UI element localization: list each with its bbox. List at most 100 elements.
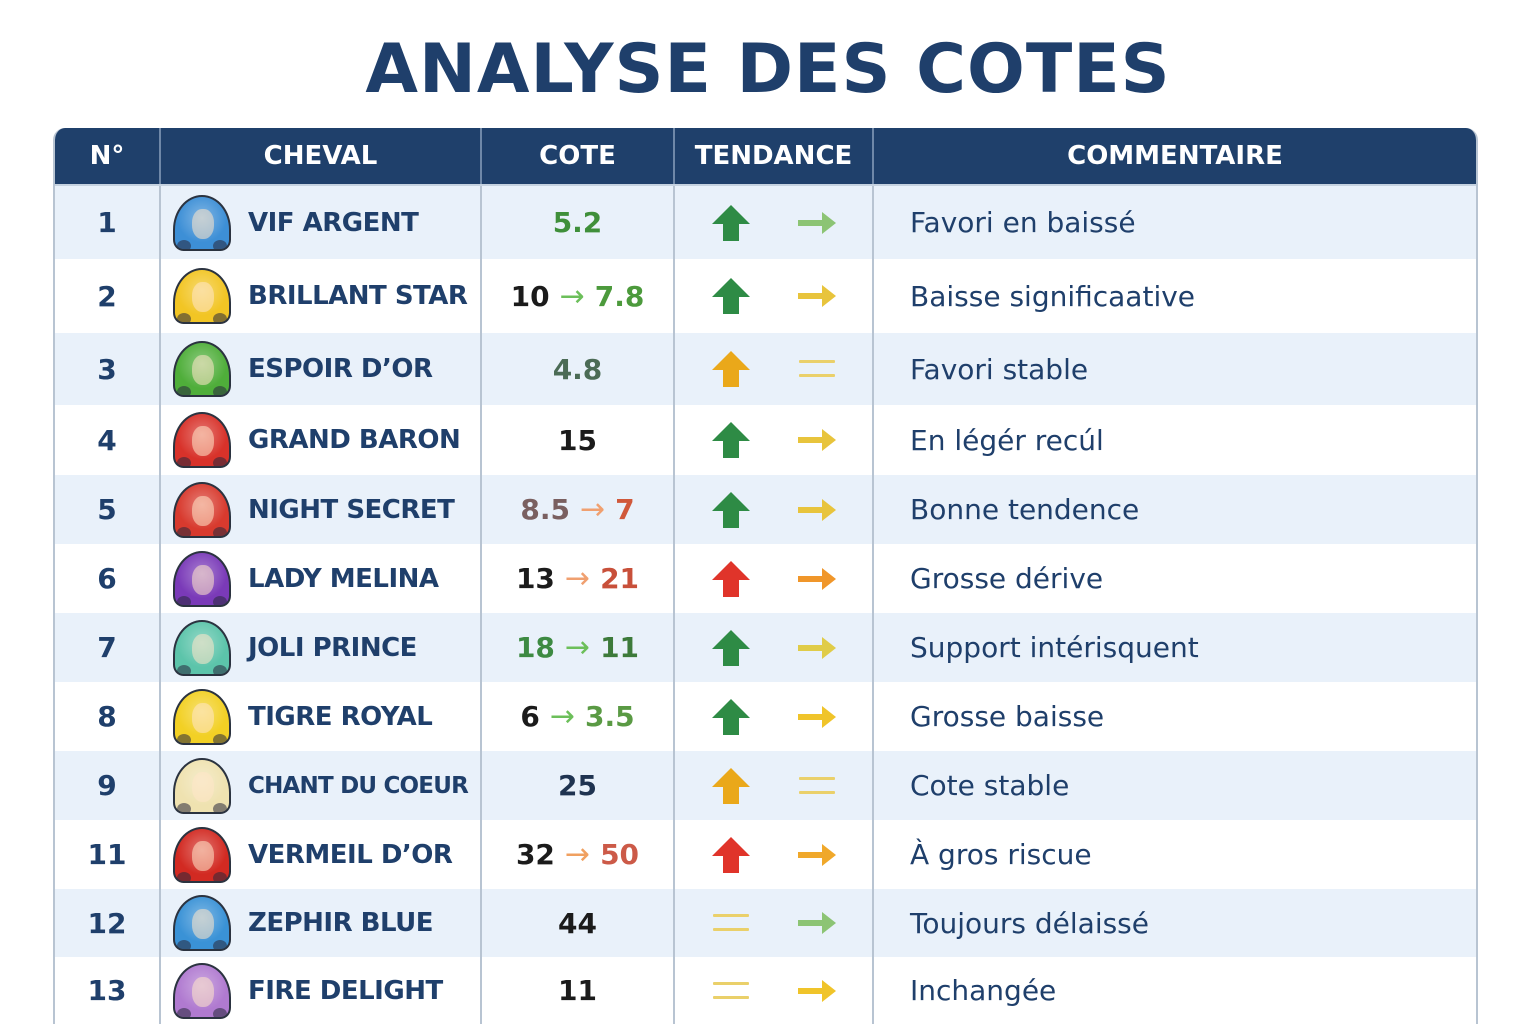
jockey-avatar-icon [173, 481, 231, 538]
horse-name: JOLI PRINCE [248, 632, 417, 663]
horse-number: 1 [55, 186, 161, 259]
column-header-trend[interactable]: TENDANCE [675, 128, 874, 184]
horse-number: 7 [55, 613, 161, 682]
trend-up-arrow-icon [710, 766, 752, 806]
trend-cell [675, 475, 874, 544]
table-body: 1 VIF ARGENT 5.2 Favori en baissé 2 BRIL… [55, 186, 1476, 1024]
trend-right-arrow-icon [796, 903, 838, 943]
horse-number: 3 [55, 333, 161, 405]
jockey-avatar-icon [173, 619, 231, 676]
odds-to: 44 [558, 906, 597, 940]
trend-right-arrow-icon [796, 490, 838, 530]
odds-cell: 4.8 [482, 333, 675, 405]
jockey-avatar-icon [173, 268, 231, 324]
odds-cell: 15 [482, 405, 675, 475]
trend-right-arrow-icon [796, 628, 838, 668]
odds-to: 21 [600, 562, 640, 595]
odds-cell: 44 [482, 889, 675, 957]
odds-cell: 25 [482, 751, 675, 820]
horse-number: 9 [55, 751, 161, 820]
comment: Baisse significaative [910, 279, 1196, 313]
trend-up-arrow-icon [710, 203, 752, 243]
horse-name: GRAND BARON [248, 425, 461, 455]
odds-cell: 32 → 50 [482, 820, 675, 889]
horse-name: ESPOIR D’OR [248, 354, 433, 384]
table-row[interactable]: 5 NIGHT SECRET 8.5 → 7 Bonne tendence [55, 475, 1476, 544]
horse-cell: VIF ARGENT [161, 186, 482, 259]
table-row[interactable]: 12 ZEPHIR BLUE 44 Toujours délaissé [55, 889, 1476, 957]
trend-up-arrow-icon [710, 490, 752, 530]
horse-cell: LADY MELINA [161, 544, 482, 613]
odds-to: 50 [600, 838, 640, 871]
odds-to: 15 [558, 423, 597, 457]
jockey-avatar-icon [173, 826, 231, 883]
odds-from: 13 [515, 562, 555, 595]
trend-right-arrow-icon [796, 971, 838, 1011]
horse-cell: FIRE DELIGHT [161, 957, 482, 1024]
horse-number: 11 [55, 820, 161, 889]
odds-arrow-icon: → [564, 837, 591, 872]
table-row[interactable]: 6 LADY MELINA 13 → 21 Grosse dérive [55, 544, 1476, 613]
trend-equals-icon [710, 971, 752, 1011]
trend-right-arrow-icon [796, 203, 838, 243]
comment: Inchangée [910, 974, 1057, 1007]
horse-number: 6 [55, 544, 161, 613]
horse-cell: NIGHT SECRET [161, 475, 482, 544]
trend-cell [675, 889, 874, 957]
trend-right-arrow-icon [796, 276, 838, 316]
trend-equals-icon [710, 903, 752, 943]
table-row[interactable]: 13 FIRE DELIGHT 11 Inchangée [55, 957, 1476, 1024]
odds-to: 5.2 [552, 206, 603, 239]
jockey-avatar-icon [173, 688, 231, 745]
trend-right-arrow-icon [796, 835, 838, 875]
horse-cell: GRAND BARON [161, 405, 482, 475]
jockey-avatar-icon [173, 194, 231, 251]
table-row[interactable]: 4 GRAND BARON 15 En légér recúl [55, 405, 1476, 475]
trend-cell [675, 751, 874, 820]
comment: Support intérisquent [910, 631, 1199, 664]
table-row[interactable]: 9 CHANT DU COEUR 25 Cote stable [55, 751, 1476, 820]
odds-to: 11 [558, 974, 597, 1007]
column-header-odds[interactable]: COTE [482, 128, 675, 184]
odds-cell: 8.5 → 7 [482, 475, 675, 544]
table-row[interactable]: 3 ESPOIR D’OR 4.8 Favori stable [55, 333, 1476, 405]
horse-cell: VERMEIL D’OR [161, 820, 482, 889]
horse-name: BRILLANT STAR [248, 281, 468, 311]
jockey-avatar-icon [173, 341, 231, 397]
table-row[interactable]: 2 BRILLANT STAR 10 → 7.8 Baisse signific… [55, 259, 1476, 333]
table-header: N° CHEVAL COTE TENDANCE COMMENTAIRE [55, 128, 1476, 186]
page-title: ANALYSE DES COTES [365, 30, 1171, 109]
table-row[interactable]: 7 JOLI PRINCE 18 → 11 Support intérisque… [55, 613, 1476, 682]
horse-cell: CHANT DU COEUR [161, 751, 482, 820]
horse-name: CHANT DU COEUR [248, 772, 469, 799]
table-row[interactable]: 1 VIF ARGENT 5.2 Favori en baissé [55, 186, 1476, 259]
column-header-number[interactable]: N° [55, 128, 161, 184]
odds-arrow-icon: → [559, 278, 585, 314]
column-header-horse[interactable]: CHEVAL [161, 128, 482, 184]
odds-arrow-icon: → [579, 492, 606, 527]
trend-up-arrow-icon [710, 835, 752, 875]
odds-cell: 13 → 21 [482, 544, 675, 613]
table-row[interactable]: 11 VERMEIL D’OR 32 → 50 À gros riscue [55, 820, 1476, 889]
odds-from: 6 [520, 700, 540, 733]
odds-from: 8.5 [520, 493, 570, 526]
odds-cell: 10 → 7.8 [482, 259, 675, 333]
odds-cell: 6 → 3.5 [482, 682, 675, 751]
horse-number: 13 [55, 957, 161, 1024]
odds-from: 32 [515, 838, 555, 871]
trend-equals-icon [796, 766, 838, 806]
odds-to: 7.8 [594, 279, 645, 313]
odds-to: 25 [558, 769, 597, 802]
trend-cell [675, 957, 874, 1024]
trend-up-arrow-icon [710, 697, 752, 737]
trend-equals-icon [796, 349, 838, 389]
table-row[interactable]: 8 TIGRE ROYAL 6 → 3.5 Grosse baisse [55, 682, 1476, 751]
comment: Toujours délaissé [910, 906, 1149, 940]
trend-cell [675, 333, 874, 405]
trend-up-arrow-icon [710, 420, 752, 460]
column-header-comment[interactable]: COMMENTAIRE [1067, 141, 1283, 171]
comment: À gros riscue [910, 838, 1092, 871]
odds-arrow-icon: → [564, 630, 591, 665]
odds-to: 3.5 [585, 700, 635, 733]
comment: Favori stable [910, 352, 1089, 386]
